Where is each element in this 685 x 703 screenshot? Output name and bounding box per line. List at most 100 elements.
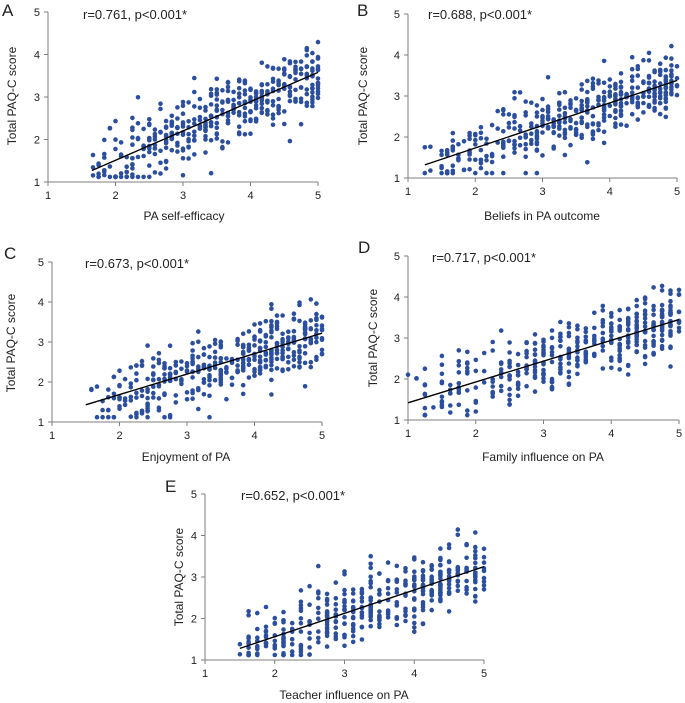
data-point [291,334,297,340]
x-tick-label: 1 [405,428,411,440]
data-point [276,82,281,88]
data-point [359,589,365,595]
data-point [534,130,540,135]
data-point [377,592,382,597]
data-point [456,370,462,375]
data-point [385,585,391,591]
data-point [652,68,657,73]
data-point [315,66,321,71]
data-point [558,319,563,325]
data-point [269,367,274,373]
data-point [151,356,156,361]
data-point [310,68,315,74]
data-point [281,627,286,632]
data-point [478,147,484,153]
data-point [634,342,639,348]
y-tick-label: 4 [34,50,40,62]
y-tick-label: 1 [38,417,44,429]
data-point [557,113,562,119]
data-point [566,347,572,352]
data-point [455,583,461,589]
data-point [634,339,639,345]
y-tick-label: 1 [394,173,400,185]
data-point [592,351,597,357]
data-point [107,164,113,169]
data-point [162,372,167,377]
x-tick-label: 1 [45,190,51,202]
data-point [342,621,347,626]
data-point [448,410,453,415]
data-point [657,90,663,96]
data-point [229,382,235,388]
data-point [592,325,597,331]
data-point [248,108,253,114]
data-point [139,408,145,414]
data-point [541,337,546,343]
data-point [147,121,152,127]
data-point [118,171,124,176]
data-point [498,388,504,394]
data-point [635,85,641,90]
data-point [192,133,197,139]
data-point [291,316,297,322]
data-point [579,102,584,108]
data-point [298,121,304,127]
data-point [524,370,529,376]
data-point [450,148,456,153]
data-point [316,616,321,621]
data-point [308,297,314,302]
data-point [573,108,579,114]
data-point [529,100,534,105]
data-point [173,370,179,376]
data-point [461,139,467,144]
data-point [236,124,242,129]
data-point [663,99,669,105]
data-point [473,157,478,163]
data-point [515,362,521,368]
x-tick-label: 5 [319,430,325,442]
data-point [212,337,218,343]
data-point [151,364,156,369]
data-point [412,557,417,562]
data-point [651,333,656,339]
data-point [242,88,248,93]
data-point [473,548,478,554]
data-point [439,394,445,400]
y-tick-label: 2 [191,614,197,626]
x-tick-label: 3 [540,428,546,440]
data-point [236,95,242,100]
data-point [507,340,512,345]
data-point [319,326,325,332]
data-point [192,104,197,109]
data-point [94,384,100,389]
data-point [607,92,613,98]
data-point [549,349,555,355]
data-point [196,386,201,391]
data-point [310,100,315,105]
data-point [484,136,489,142]
data-point [118,174,124,180]
data-point [583,334,589,340]
data-point [579,98,584,104]
data-point [439,362,445,368]
data-point [350,633,356,639]
data-point [179,359,184,364]
data-point [464,555,469,561]
data-point [113,146,118,152]
data-point [651,312,656,318]
data-point [507,350,512,355]
data-point [173,393,179,398]
data-point [118,140,124,145]
data-point [573,131,579,137]
data-point [190,396,195,402]
data-point [192,121,197,126]
data-point [512,113,517,118]
data-point [158,101,163,106]
data-point [117,406,122,412]
data-point [270,112,276,117]
data-point [646,80,652,86]
data-point [540,130,545,135]
data-point [473,131,478,137]
data-point [169,136,175,142]
data-point [585,97,590,102]
